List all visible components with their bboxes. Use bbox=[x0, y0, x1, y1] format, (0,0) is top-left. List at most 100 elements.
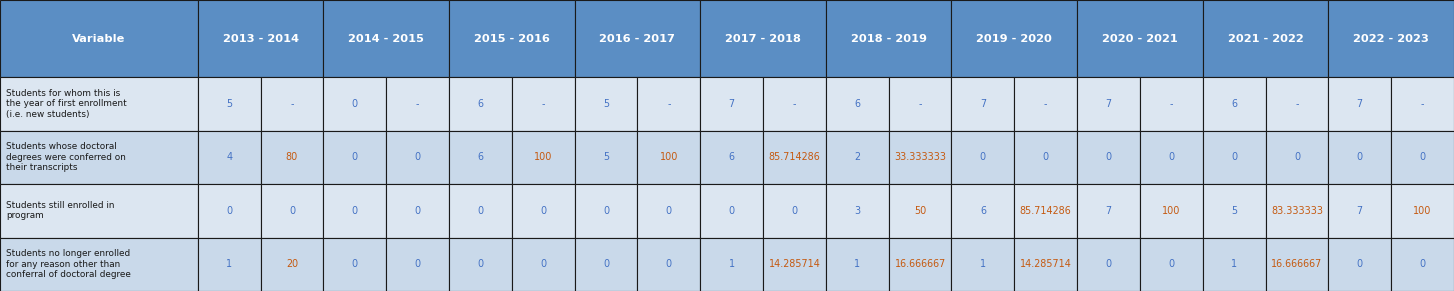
Text: 0: 0 bbox=[225, 206, 233, 216]
Text: 83.333333: 83.333333 bbox=[1271, 206, 1323, 216]
Text: -: - bbox=[1296, 99, 1298, 109]
Text: -: - bbox=[541, 99, 545, 109]
Bar bbox=[1329, 131, 1391, 184]
Bar bbox=[1265, 237, 1329, 291]
Text: 6: 6 bbox=[1232, 99, 1237, 109]
Text: 100: 100 bbox=[534, 152, 553, 162]
Text: -: - bbox=[291, 99, 294, 109]
Text: 1: 1 bbox=[1232, 259, 1237, 269]
Bar bbox=[574, 77, 637, 131]
Bar bbox=[449, 77, 512, 131]
Bar bbox=[387, 77, 449, 131]
Bar bbox=[449, 184, 512, 237]
Text: 100: 100 bbox=[660, 152, 678, 162]
Bar bbox=[951, 237, 1015, 291]
Bar bbox=[1265, 77, 1329, 131]
Text: -: - bbox=[667, 99, 670, 109]
Text: -: - bbox=[919, 99, 922, 109]
Text: 14.285714: 14.285714 bbox=[769, 259, 820, 269]
Text: 0: 0 bbox=[1043, 152, 1048, 162]
Text: Students still enrolled in
program: Students still enrolled in program bbox=[6, 201, 115, 221]
Bar bbox=[574, 131, 637, 184]
Bar bbox=[0, 0, 198, 77]
Text: 0: 0 bbox=[352, 259, 358, 269]
Text: 2013 - 2014: 2013 - 2014 bbox=[222, 33, 298, 44]
Bar bbox=[449, 131, 512, 184]
Bar bbox=[888, 131, 951, 184]
Bar bbox=[574, 237, 637, 291]
Text: 85.714286: 85.714286 bbox=[1019, 206, 1072, 216]
Text: 0: 0 bbox=[539, 259, 547, 269]
Text: 80: 80 bbox=[286, 152, 298, 162]
Bar bbox=[1077, 131, 1140, 184]
Bar bbox=[826, 237, 888, 291]
Bar bbox=[1077, 0, 1202, 77]
Text: 85.714286: 85.714286 bbox=[769, 152, 820, 162]
Text: 7: 7 bbox=[1357, 99, 1362, 109]
Text: 2021 - 2022: 2021 - 2022 bbox=[1227, 33, 1303, 44]
Bar bbox=[701, 131, 763, 184]
Text: 0: 0 bbox=[1105, 152, 1112, 162]
Bar bbox=[701, 77, 763, 131]
Text: 1: 1 bbox=[853, 259, 861, 269]
Text: 2016 - 2017: 2016 - 2017 bbox=[599, 33, 675, 44]
Text: 14.285714: 14.285714 bbox=[1019, 259, 1072, 269]
Text: 0: 0 bbox=[477, 259, 484, 269]
Bar bbox=[260, 77, 323, 131]
Bar bbox=[1265, 131, 1329, 184]
Bar bbox=[1077, 237, 1140, 291]
Text: Variable: Variable bbox=[73, 33, 125, 44]
Bar bbox=[574, 184, 637, 237]
Text: 0: 0 bbox=[414, 259, 420, 269]
Bar bbox=[763, 131, 826, 184]
Bar bbox=[387, 131, 449, 184]
Bar bbox=[512, 184, 574, 237]
Bar bbox=[387, 184, 449, 237]
Bar bbox=[826, 131, 888, 184]
Text: 7: 7 bbox=[728, 99, 734, 109]
Bar bbox=[826, 184, 888, 237]
Bar bbox=[637, 131, 701, 184]
Text: 5: 5 bbox=[603, 99, 609, 109]
Bar bbox=[198, 131, 260, 184]
Text: 0: 0 bbox=[728, 206, 734, 216]
Bar bbox=[888, 77, 951, 131]
Text: 7: 7 bbox=[1357, 206, 1362, 216]
Text: Students no longer enrolled
for any reason other than
conferral of doctoral degr: Students no longer enrolled for any reas… bbox=[6, 249, 131, 279]
Bar bbox=[260, 131, 323, 184]
Text: 0: 0 bbox=[666, 206, 672, 216]
Text: 1: 1 bbox=[980, 259, 986, 269]
Text: 100: 100 bbox=[1162, 206, 1181, 216]
Text: 2014 - 2015: 2014 - 2015 bbox=[349, 33, 425, 44]
Text: 0: 0 bbox=[1168, 259, 1175, 269]
Text: 0: 0 bbox=[1168, 152, 1175, 162]
Text: 0: 0 bbox=[477, 206, 484, 216]
Text: 0: 0 bbox=[1294, 152, 1300, 162]
Bar bbox=[0, 237, 198, 291]
Text: -: - bbox=[416, 99, 419, 109]
Bar bbox=[1015, 237, 1077, 291]
Text: 0: 0 bbox=[539, 206, 547, 216]
Bar bbox=[888, 184, 951, 237]
Bar bbox=[951, 131, 1015, 184]
Text: 2020 - 2021: 2020 - 2021 bbox=[1102, 33, 1178, 44]
Text: 2017 - 2018: 2017 - 2018 bbox=[726, 33, 801, 44]
Bar bbox=[1077, 77, 1140, 131]
Text: 2019 - 2020: 2019 - 2020 bbox=[977, 33, 1053, 44]
Text: 16.666667: 16.666667 bbox=[1271, 259, 1323, 269]
Text: 1: 1 bbox=[728, 259, 734, 269]
Bar bbox=[323, 77, 387, 131]
Bar bbox=[1265, 184, 1329, 237]
Bar bbox=[1329, 77, 1391, 131]
Text: 20: 20 bbox=[286, 259, 298, 269]
Bar bbox=[323, 0, 449, 77]
Bar bbox=[888, 237, 951, 291]
Bar bbox=[387, 237, 449, 291]
Bar bbox=[637, 77, 701, 131]
Text: 2: 2 bbox=[855, 152, 861, 162]
Bar bbox=[1202, 131, 1265, 184]
Bar bbox=[1140, 77, 1202, 131]
Bar bbox=[512, 77, 574, 131]
Text: Students for whom this is
the year of first enrollment
(i.e. new students): Students for whom this is the year of fi… bbox=[6, 89, 126, 119]
Text: 0: 0 bbox=[1232, 152, 1237, 162]
